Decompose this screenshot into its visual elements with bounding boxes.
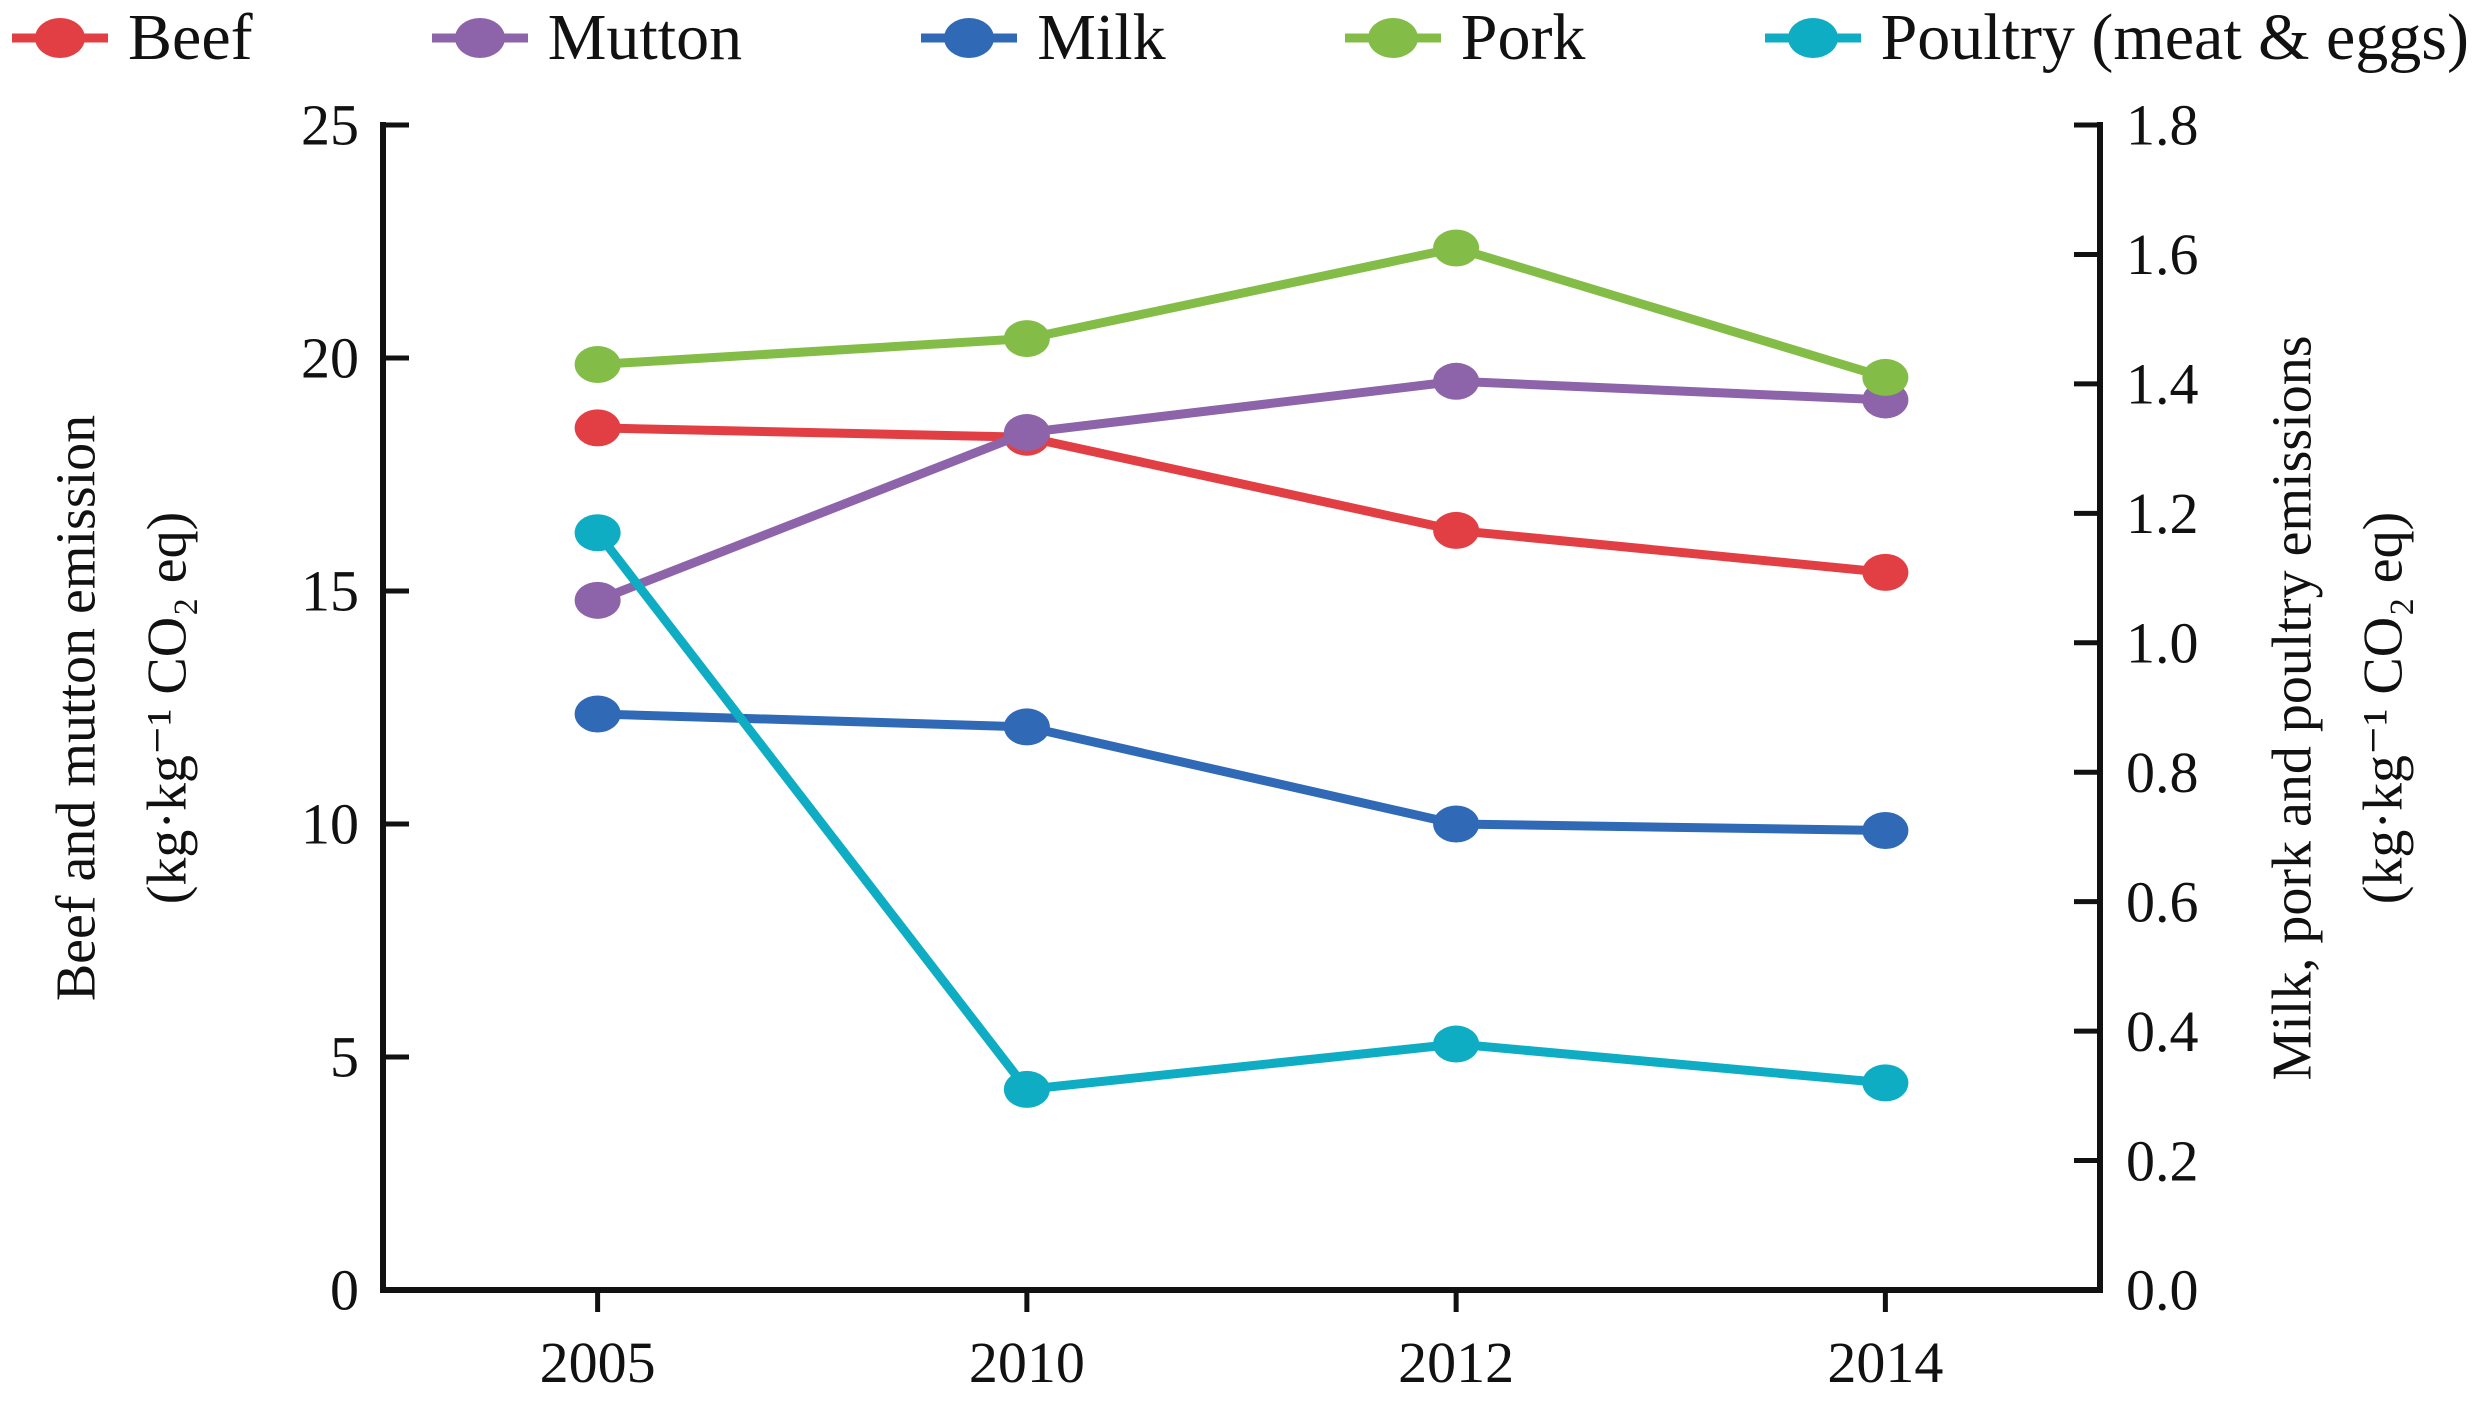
data-point-marker — [574, 695, 621, 733]
legend-marker-icon — [921, 18, 1018, 58]
legend-label: Beef — [128, 1, 253, 74]
legend-item-mutton: Mutton — [431, 1, 743, 74]
x-axis-tick-label: 2010 — [969, 1330, 1085, 1395]
right-axis-tick-label: 1.8 — [2126, 93, 2199, 158]
legend-label: Mutton — [547, 1, 743, 74]
legend-item-milk: Milk — [921, 1, 1166, 74]
left-axis-tick-label: 15 — [301, 559, 359, 624]
data-point-marker — [1433, 229, 1480, 267]
legend-label: Milk — [1037, 1, 1166, 74]
series-line-pork — [593, 243, 1890, 382]
data-point-marker — [1862, 1064, 1909, 1102]
legend-label: Pork — [1460, 1, 1586, 74]
right-axis-tick-label: 0.8 — [2126, 740, 2199, 805]
right-axis-tick-label: 0.6 — [2126, 869, 2199, 934]
legend-marker-icon — [1764, 18, 1861, 58]
x-axis-tick-label: 2014 — [1827, 1330, 1943, 1395]
right-axis-tick-label: 0.4 — [2126, 999, 2199, 1064]
series-line-mutton — [593, 376, 1890, 605]
data-point-marker — [1862, 811, 1909, 849]
data-point-marker — [1862, 553, 1909, 591]
data-point-marker — [574, 345, 621, 383]
series-line-milk — [593, 709, 1890, 835]
series-line-beef — [593, 423, 1890, 577]
left-axis-tick-label: 10 — [301, 792, 359, 857]
right-axis-tick-label: 1.0 — [2126, 610, 2199, 675]
left-axis-tick-label: 20 — [301, 326, 359, 391]
x-axis-tick-label: 2005 — [540, 1330, 656, 1395]
data-point-marker — [574, 581, 621, 619]
legend-marker-icon — [431, 18, 528, 58]
right-axis-tick-label: 0.2 — [2126, 1128, 2199, 1193]
data-point-marker — [574, 514, 621, 552]
data-point-marker — [1433, 805, 1480, 843]
chart-legend: Beef Mutton Milk Pork Poultry (meat & eggs) — [12, 0, 2469, 76]
legend-item-pork: Pork — [1344, 1, 1586, 74]
legend-item-beef: Beef — [12, 5, 253, 71]
right-axis-tick-label: 1.6 — [2126, 222, 2199, 287]
legend-item-poultry-meat-eggs-: Poultry (meat & eggs) — [1764, 1, 2469, 74]
data-point-marker — [1003, 320, 1050, 358]
data-point-marker — [1433, 1025, 1480, 1063]
series-line-poultry-meat-eggs- — [593, 528, 1890, 1095]
right-axis-tick-label: 1.2 — [2126, 481, 2199, 546]
right-axis-tick-label: 0.0 — [2126, 1258, 2199, 1323]
left-axis-tick-label: 0 — [330, 1258, 359, 1323]
data-point-marker — [1862, 358, 1909, 396]
legend-marker-icon — [1344, 18, 1441, 58]
left-axis-tick-label: 25 — [301, 93, 359, 158]
right-axis-tick-label: 1.4 — [2126, 352, 2199, 417]
data-point-marker — [1433, 362, 1480, 400]
data-point-marker — [574, 409, 621, 447]
left-axis-tick-label: 5 — [330, 1025, 359, 1090]
legend-marker-icon — [12, 18, 108, 58]
data-point-marker — [1003, 708, 1050, 746]
legend-label: Poultry (meat & eggs) — [1880, 1, 2469, 74]
x-axis-tick-label: 2012 — [1398, 1330, 1514, 1395]
data-point-marker — [1003, 414, 1050, 452]
data-point-marker — [1003, 1070, 1050, 1108]
data-point-marker — [1433, 511, 1480, 549]
